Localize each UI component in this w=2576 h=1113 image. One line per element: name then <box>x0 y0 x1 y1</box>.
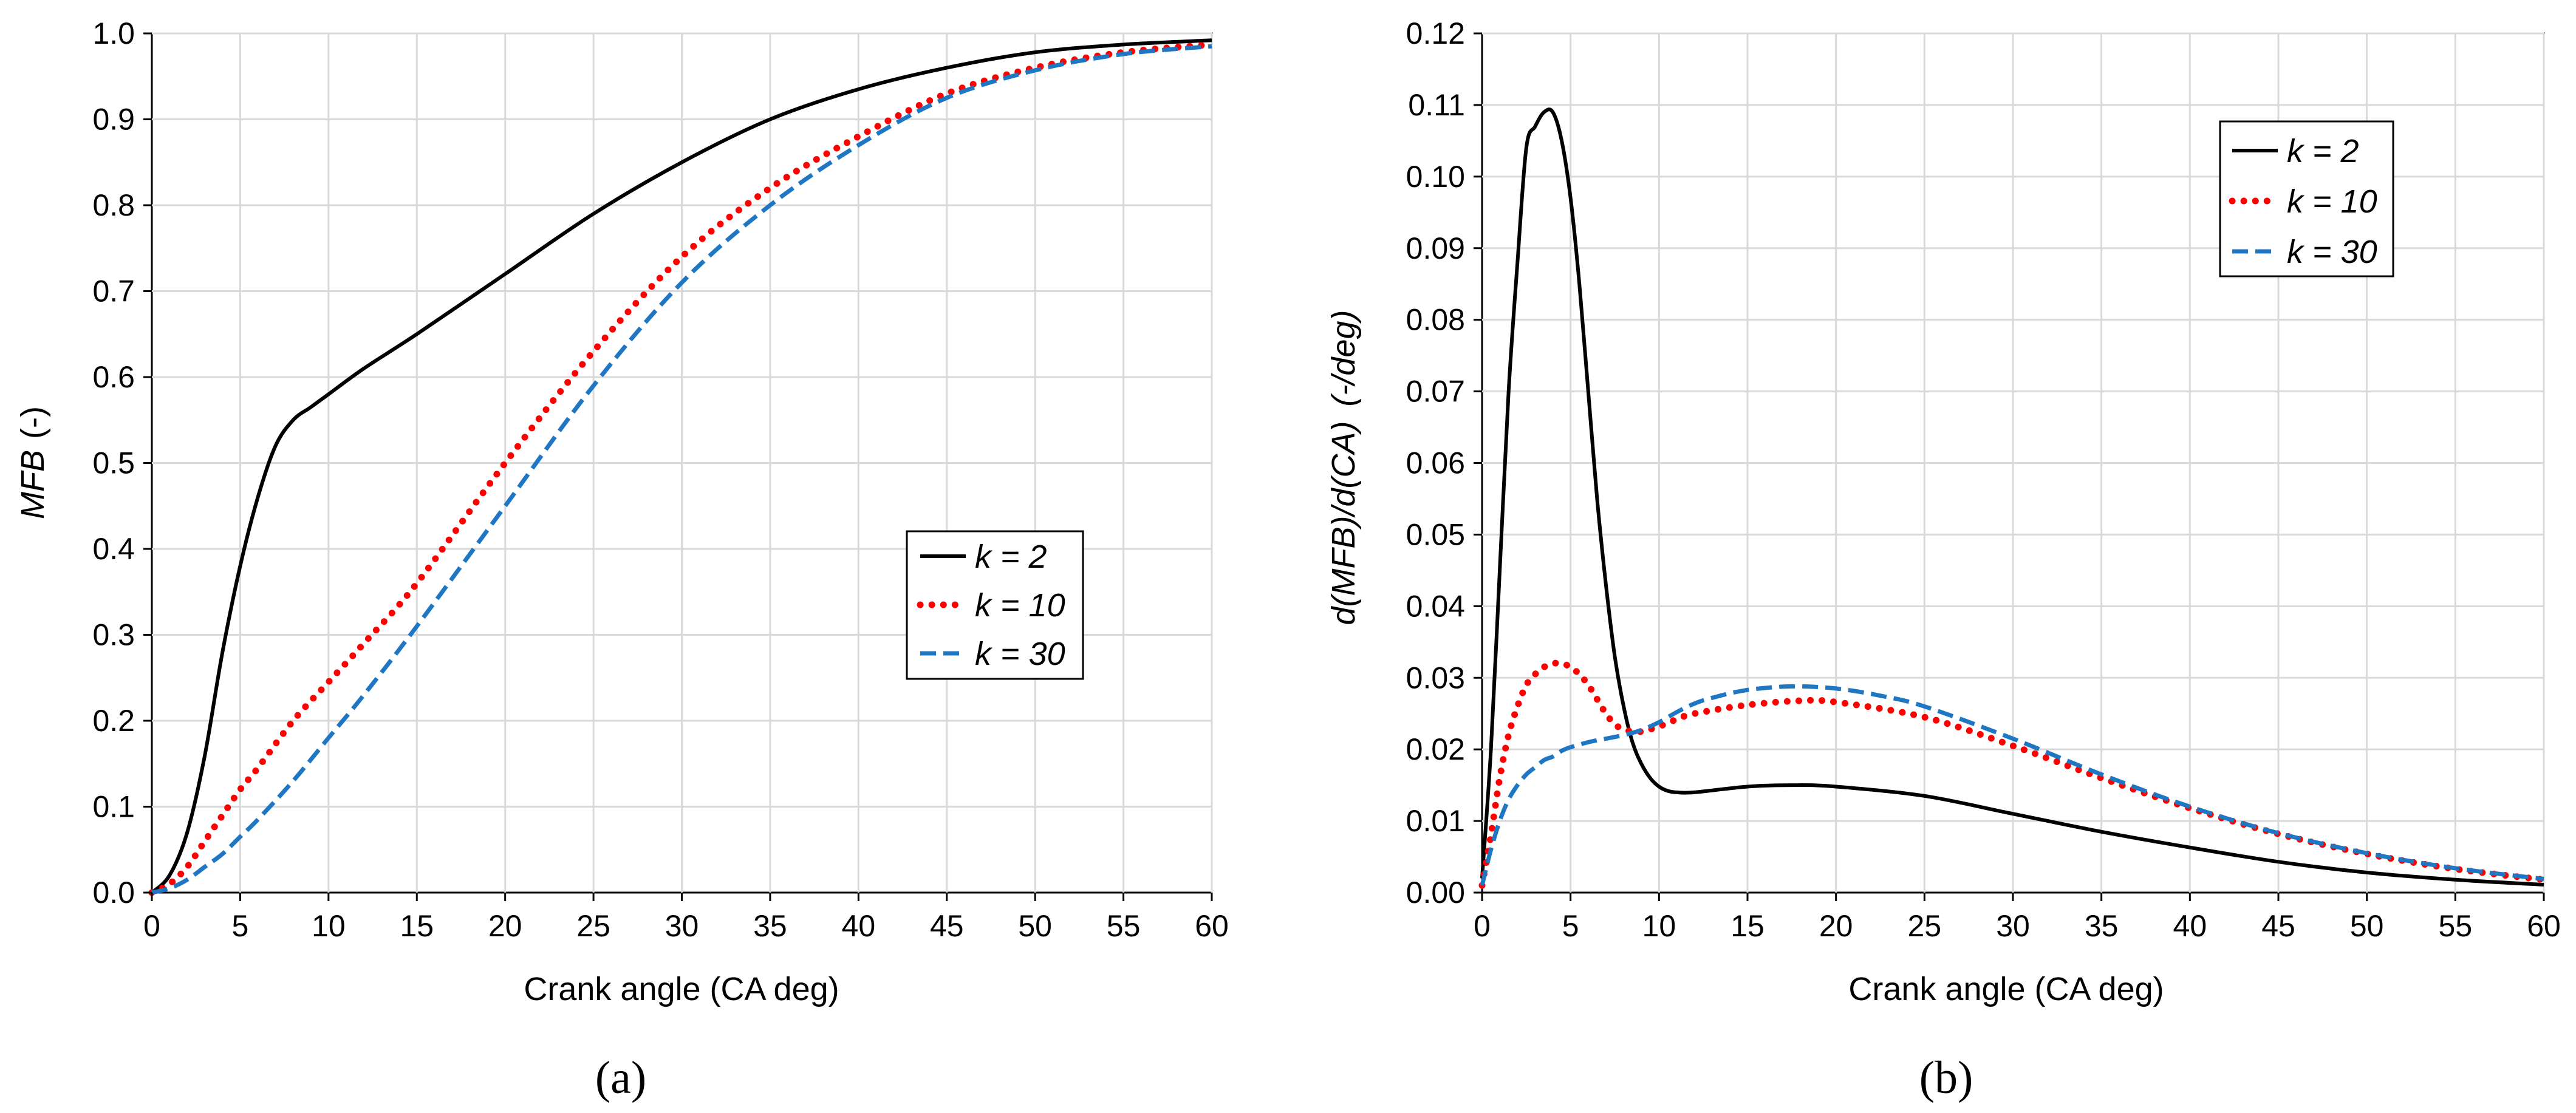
x-tick-label: 5 <box>232 909 249 943</box>
series-line-k10 <box>148 41 1215 896</box>
panel-a-x-axis-title: Crank angle (CA deg) <box>524 971 839 1007</box>
x-tick-label: 0 <box>1474 909 1491 943</box>
y-tick-label: 0.12 <box>1406 16 1465 50</box>
x-tick-label: 50 <box>2350 909 2384 943</box>
y-tick-label: 0.03 <box>1406 661 1465 695</box>
x-tick-label: 30 <box>1996 909 2030 943</box>
x-tick-label: 45 <box>930 909 964 943</box>
y-tick-label: 0.00 <box>1406 876 1465 910</box>
x-tick-label: 40 <box>2173 909 2207 943</box>
panel-a-y-axis-title-unit: (-) <box>15 406 51 439</box>
y-tick-label: 0.9 <box>92 103 135 137</box>
panel-b-legend-label-k10: k = 10 <box>2287 183 2377 220</box>
panel-b-chart: 0.00 0.01 0.02 0.03 0.04 0.05 0.06 0.07 0.08 0.09… <box>1325 16 2561 1103</box>
panel-b-x-ticks: 0 5 10 15 20 25 30 35 40 45 50 55 60 <box>1474 893 2561 943</box>
panel-b-y-axis-title: d(MFB)/d(CA) (-/deg) <box>1325 310 1362 625</box>
panel-a-chart: 0.0 0.1 0.2 0.3 0.4 0.5 0.6 0.7 0.8 0.9 1.0 0 5 10 15… <box>15 16 1229 1103</box>
x-tick-label: 10 <box>1642 909 1676 943</box>
series-line-k30 <box>1480 684 2544 887</box>
x-tick-label: 30 <box>665 909 699 943</box>
x-tick-label: 45 <box>2261 909 2295 943</box>
y-tick-label: 0.8 <box>92 188 135 222</box>
panel-b-legend-label-k30: k = 30 <box>2287 234 2377 270</box>
x-tick-label: 50 <box>1018 909 1052 943</box>
x-tick-label: 60 <box>2527 909 2561 943</box>
x-tick-label: 55 <box>1107 909 1141 943</box>
x-tick-label: 10 <box>312 909 346 943</box>
panel-a-legend-label-k10: k = 10 <box>975 587 1065 624</box>
panel-a-legend-label-k30: k = 30 <box>975 636 1065 672</box>
y-tick-label: 0.11 <box>1408 88 1465 122</box>
panel-b-x-axis-title: Crank angle (CA deg) <box>1848 971 2164 1007</box>
y-tick-label: 0.0 <box>92 876 135 910</box>
panel-a-y-ticks: 0.0 0.1 0.2 0.3 0.4 0.5 0.6 0.7 0.8 0.9 1.0 <box>92 16 152 910</box>
y-tick-label: 0.5 <box>92 446 135 480</box>
x-tick-label: 25 <box>1908 909 1942 943</box>
y-tick-label: 0.06 <box>1406 446 1465 480</box>
panel-b-legend-box <box>2219 120 2394 277</box>
x-tick-label: 20 <box>1819 909 1853 943</box>
x-tick-label: 0 <box>143 909 160 943</box>
y-tick-label: 0.10 <box>1406 160 1465 194</box>
x-tick-label: 35 <box>2085 909 2119 943</box>
panel-b-y-axis-title-unit: (-/deg) <box>1325 310 1362 406</box>
y-tick-label: 0.01 <box>1406 804 1465 838</box>
y-tick-label: 0.05 <box>1406 517 1465 551</box>
y-tick-label: 0.02 <box>1406 732 1465 766</box>
y-tick-label: 1.0 <box>92 16 135 50</box>
panel-a-x-ticks: 0 5 10 15 20 25 30 35 40 45 50 55 60 <box>143 893 1229 943</box>
x-tick-label: 5 <box>1562 909 1579 943</box>
y-tick-label: 0.07 <box>1406 375 1465 409</box>
panel-a-y-axis-title-italic: MFB <box>15 450 51 519</box>
y-tick-label: 0.1 <box>92 790 135 824</box>
y-tick-label: 0.6 <box>92 360 135 394</box>
x-tick-label: 20 <box>488 909 522 943</box>
y-tick-label: 0.09 <box>1406 231 1465 265</box>
panel-b-y-ticks: 0.00 0.01 0.02 0.03 0.04 0.05 0.06 0.07 0.08 0.09… <box>1406 16 1482 910</box>
y-tick-label: 0.3 <box>92 618 135 652</box>
panel-a-legend-label-k2: k = 2 <box>975 539 1047 575</box>
x-tick-label: 35 <box>753 909 787 943</box>
y-tick-label: 0.2 <box>92 704 135 738</box>
panel-b-legend-label-k2: k = 2 <box>2287 133 2359 169</box>
x-tick-label: 15 <box>1730 909 1765 943</box>
panel-b-legend: k = 2 k = 10 k = 30 <box>2219 120 2394 277</box>
y-tick-label: 0.4 <box>92 532 135 566</box>
y-tick-label: 0.08 <box>1406 303 1465 337</box>
series-line-k2 <box>1480 107 2544 887</box>
y-tick-label: 0.04 <box>1406 589 1465 623</box>
panel-a-legend: k = 2 k = 10 k = 30 <box>906 530 1084 680</box>
series-line-k2 <box>150 38 1212 894</box>
panel-b-y-axis-title-italic: d(MFB)/d(CA) <box>1325 421 1362 625</box>
panel-b-label: (b) <box>1919 1052 1973 1103</box>
x-tick-label: 25 <box>576 909 610 943</box>
panel-a-label: (a) <box>595 1052 646 1103</box>
y-tick-label: 0.7 <box>92 274 135 308</box>
x-tick-label: 55 <box>2439 909 2473 943</box>
x-tick-label: 40 <box>842 909 876 943</box>
panel-a-y-axis-title: MFB (-) <box>15 406 51 519</box>
x-tick-label: 15 <box>400 909 434 943</box>
panel-b-series <box>1478 107 2547 889</box>
x-tick-label: 60 <box>1195 909 1229 943</box>
panel-a-series <box>148 38 1215 896</box>
